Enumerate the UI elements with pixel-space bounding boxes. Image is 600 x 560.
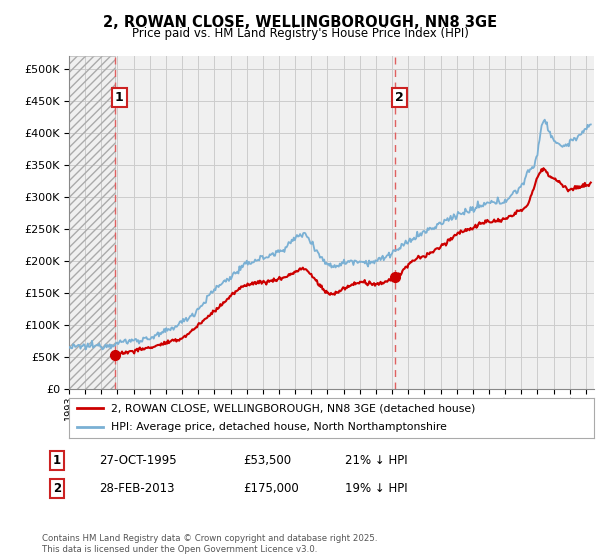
Text: 1: 1	[115, 91, 124, 104]
Text: £175,000: £175,000	[243, 482, 299, 495]
Text: Price paid vs. HM Land Registry's House Price Index (HPI): Price paid vs. HM Land Registry's House …	[131, 27, 469, 40]
Text: 27-OCT-1995: 27-OCT-1995	[99, 454, 176, 467]
Text: 2: 2	[53, 482, 61, 495]
Text: Contains HM Land Registry data © Crown copyright and database right 2025.
This d: Contains HM Land Registry data © Crown c…	[42, 534, 377, 554]
Text: 28-FEB-2013: 28-FEB-2013	[99, 482, 175, 495]
Text: 19% ↓ HPI: 19% ↓ HPI	[345, 482, 407, 495]
Text: 1: 1	[53, 454, 61, 467]
Text: 2, ROWAN CLOSE, WELLINGBOROUGH, NN8 3GE: 2, ROWAN CLOSE, WELLINGBOROUGH, NN8 3GE	[103, 15, 497, 30]
Text: 21% ↓ HPI: 21% ↓ HPI	[345, 454, 407, 467]
Text: HPI: Average price, detached house, North Northamptonshire: HPI: Average price, detached house, Nort…	[111, 422, 447, 432]
Text: 2, ROWAN CLOSE, WELLINGBOROUGH, NN8 3GE (detached house): 2, ROWAN CLOSE, WELLINGBOROUGH, NN8 3GE …	[111, 404, 475, 413]
Text: 2: 2	[395, 91, 404, 104]
Text: £53,500: £53,500	[243, 454, 291, 467]
